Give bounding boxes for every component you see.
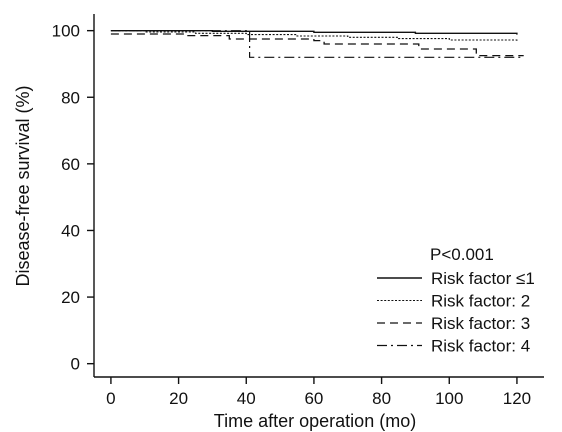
y-tick-label: 60 [61, 155, 80, 174]
legend-label-1: Risk factor ≤1 [431, 269, 535, 288]
y-axis-title: Disease-free survival (%) [13, 85, 33, 286]
legend: P<0.001 Risk factor ≤1 Risk factor: 2 Risk … [377, 245, 535, 356]
p-value-annotation: P<0.001 [430, 245, 494, 264]
x-tick-label: 120 [503, 389, 531, 408]
series-line-3 [110, 33, 524, 57]
legend-label-4: Risk factor: 4 [431, 337, 530, 356]
series-layer [110, 30, 524, 58]
y-tick-label: 40 [61, 221, 80, 240]
series-line-4 [110, 30, 524, 58]
x-tick-label: 20 [169, 389, 188, 408]
axes: 0 20 40 60 80 100 0 20 40 60 80 100 120 [52, 14, 544, 408]
x-tick-label: 80 [372, 389, 391, 408]
y-tick-label: 0 [71, 355, 80, 374]
legend-label-2: Risk factor: 2 [431, 292, 530, 311]
y-tick-label: 80 [61, 88, 80, 107]
x-tick-label: 100 [435, 389, 463, 408]
x-tick-label: 60 [304, 389, 323, 408]
x-tick-label: 40 [237, 389, 256, 408]
series-line-2 [110, 30, 518, 42]
y-tick-label: 20 [61, 288, 80, 307]
x-tick-label: 0 [106, 389, 115, 408]
x-axis-title: Time after operation (mo) [214, 411, 416, 431]
legend-label-3: Risk factor: 3 [431, 314, 530, 333]
y-tick-label: 100 [52, 22, 80, 41]
